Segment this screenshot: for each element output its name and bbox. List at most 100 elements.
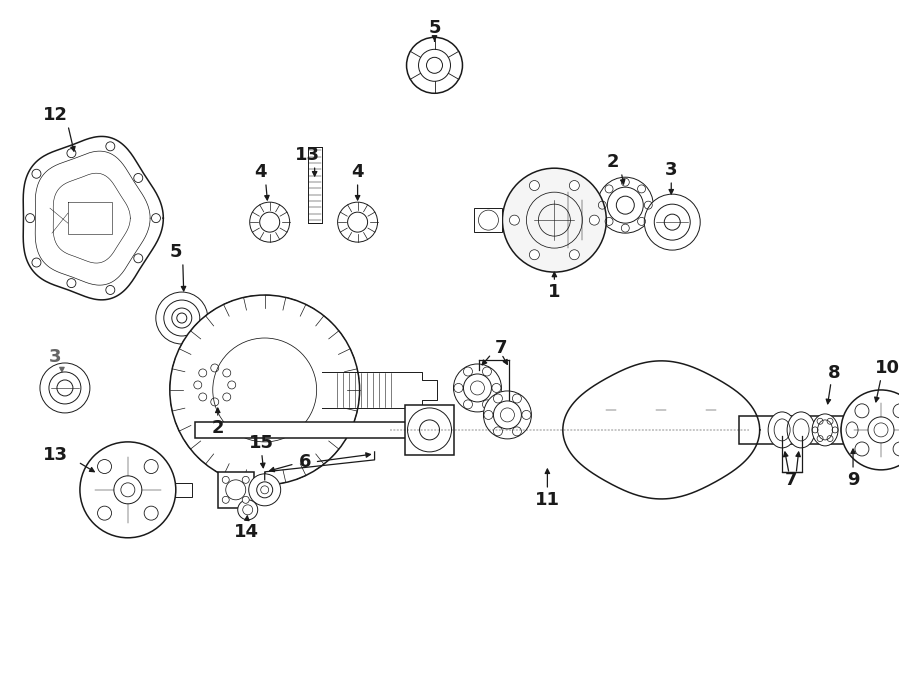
Circle shape — [418, 49, 451, 82]
Circle shape — [238, 500, 257, 520]
Circle shape — [248, 474, 281, 506]
Ellipse shape — [812, 414, 838, 446]
Circle shape — [471, 381, 484, 395]
Ellipse shape — [768, 412, 796, 448]
Circle shape — [654, 204, 690, 240]
Circle shape — [151, 214, 160, 223]
Circle shape — [97, 506, 112, 520]
Circle shape — [114, 476, 142, 504]
Ellipse shape — [788, 412, 815, 448]
Text: 1: 1 — [548, 283, 561, 301]
Text: 4: 4 — [255, 163, 267, 182]
Circle shape — [529, 250, 539, 260]
Circle shape — [464, 374, 491, 402]
Text: 14: 14 — [234, 523, 259, 540]
Text: 10: 10 — [875, 359, 899, 377]
Circle shape — [156, 292, 208, 344]
Text: 3: 3 — [665, 161, 678, 179]
Circle shape — [260, 212, 280, 232]
Circle shape — [493, 401, 521, 429]
Circle shape — [242, 476, 249, 484]
Circle shape — [502, 169, 607, 272]
Text: 7: 7 — [495, 339, 508, 357]
Circle shape — [454, 364, 501, 412]
Circle shape — [500, 408, 515, 422]
Text: 2: 2 — [608, 153, 619, 171]
Circle shape — [261, 486, 269, 494]
Circle shape — [570, 181, 580, 190]
Circle shape — [256, 482, 273, 498]
Circle shape — [874, 423, 888, 437]
Bar — [404, 405, 454, 455]
Circle shape — [483, 391, 531, 439]
Circle shape — [170, 295, 360, 485]
Text: 12: 12 — [43, 106, 68, 124]
Circle shape — [202, 373, 227, 397]
Circle shape — [893, 404, 900, 418]
Circle shape — [338, 202, 378, 242]
Text: 13: 13 — [295, 146, 320, 164]
Text: 5: 5 — [169, 243, 182, 261]
Circle shape — [172, 308, 192, 328]
Circle shape — [570, 250, 580, 260]
Text: 7: 7 — [785, 471, 797, 489]
Bar — [194, 422, 429, 438]
Circle shape — [407, 38, 463, 93]
Text: 11: 11 — [535, 491, 560, 509]
Circle shape — [479, 210, 499, 230]
Bar — [142, 483, 192, 497]
Circle shape — [509, 215, 519, 225]
Circle shape — [121, 483, 135, 497]
Circle shape — [427, 58, 443, 73]
Text: 6: 6 — [299, 453, 310, 471]
Circle shape — [616, 196, 634, 214]
Circle shape — [80, 442, 176, 538]
Circle shape — [144, 506, 158, 520]
Text: 8: 8 — [828, 364, 841, 382]
Circle shape — [134, 254, 143, 263]
Circle shape — [49, 372, 81, 404]
Text: 15: 15 — [249, 434, 274, 452]
Bar — [474, 208, 502, 232]
Circle shape — [106, 286, 115, 295]
Circle shape — [529, 181, 539, 190]
Bar — [218, 472, 254, 508]
Text: 4: 4 — [351, 163, 364, 182]
Circle shape — [243, 505, 253, 515]
Circle shape — [25, 214, 34, 223]
Text: 9: 9 — [847, 471, 860, 489]
Text: 3: 3 — [49, 348, 61, 366]
Circle shape — [32, 258, 40, 267]
Circle shape — [134, 173, 143, 182]
Circle shape — [893, 442, 900, 456]
Circle shape — [598, 177, 653, 233]
Circle shape — [347, 212, 367, 232]
Circle shape — [193, 363, 237, 407]
Circle shape — [664, 214, 680, 230]
Circle shape — [644, 194, 700, 250]
Circle shape — [608, 187, 643, 223]
Circle shape — [144, 460, 158, 473]
Circle shape — [164, 300, 200, 336]
Bar — [861, 410, 875, 450]
Circle shape — [242, 497, 249, 503]
Circle shape — [32, 169, 40, 178]
Text: 13: 13 — [43, 446, 68, 464]
Circle shape — [176, 313, 187, 323]
Circle shape — [249, 202, 290, 242]
Circle shape — [222, 497, 230, 503]
Circle shape — [842, 390, 900, 470]
Text: 2: 2 — [212, 419, 224, 437]
Circle shape — [67, 279, 76, 288]
Circle shape — [222, 476, 230, 484]
Bar — [739, 416, 861, 444]
Circle shape — [57, 380, 73, 396]
Bar — [308, 147, 321, 223]
Circle shape — [106, 142, 115, 151]
Circle shape — [868, 417, 894, 443]
Ellipse shape — [842, 416, 863, 444]
Circle shape — [67, 149, 76, 158]
Circle shape — [40, 363, 90, 413]
Circle shape — [855, 404, 868, 418]
Circle shape — [97, 460, 112, 473]
